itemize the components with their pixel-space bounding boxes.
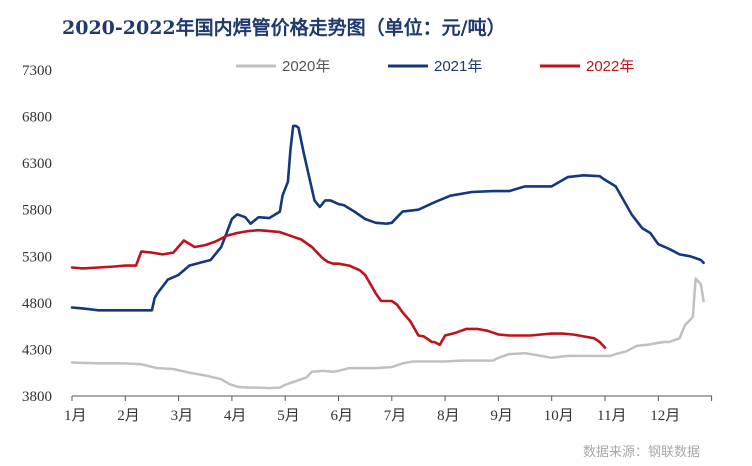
y-tick-label: 5800 [22, 203, 52, 219]
y-tick-label: 6300 [22, 156, 52, 172]
series-line-2021年 [70, 124, 705, 312]
x-tick-label: 9月 [490, 408, 513, 424]
y-tick-label: 7300 [22, 63, 52, 79]
series-layer [70, 124, 705, 390]
x-tick-label: 8月 [437, 408, 460, 424]
legend: 2020年 2021年 2022年 [236, 58, 634, 75]
y-axis: 3800 4300 4800 5300 5800 6300 6800 7300 [22, 63, 52, 405]
legend-label: 2022年 [586, 58, 634, 75]
x-tick-label: 12月 [650, 408, 680, 424]
series-line-2020年 [70, 277, 705, 390]
x-tick-label: 6月 [331, 408, 354, 424]
x-tick-label: 7月 [384, 408, 407, 424]
y-tick-label: 4800 [22, 296, 52, 312]
x-axis: 1月 2月 3月 4月 5月 6月 7月 8月 9月 10月 11月 12月 [64, 395, 713, 424]
x-tick-label: 3月 [171, 408, 194, 424]
y-tick-label: 6800 [22, 110, 52, 126]
x-tick-label: 4月 [224, 408, 247, 424]
x-tick-label: 5月 [277, 408, 300, 424]
x-tick-label: 2月 [117, 408, 140, 424]
legend-label: 2020年 [282, 58, 330, 75]
x-tick-label: 11月 [597, 408, 626, 424]
x-tick-label: 1月 [64, 408, 87, 424]
legend-label: 2021年 [434, 58, 482, 75]
y-tick-label: 3800 [22, 389, 52, 405]
source-note: 数据来源：钢联数据 [583, 445, 700, 460]
series-line-2022年 [70, 228, 607, 349]
y-tick-label: 4300 [22, 342, 52, 358]
x-tick-label: 10月 [544, 408, 574, 424]
y-tick-label: 5300 [22, 249, 52, 265]
chart-title: 2020-2022年国内焊管价格走势图（单位：元/吨） [62, 16, 506, 39]
